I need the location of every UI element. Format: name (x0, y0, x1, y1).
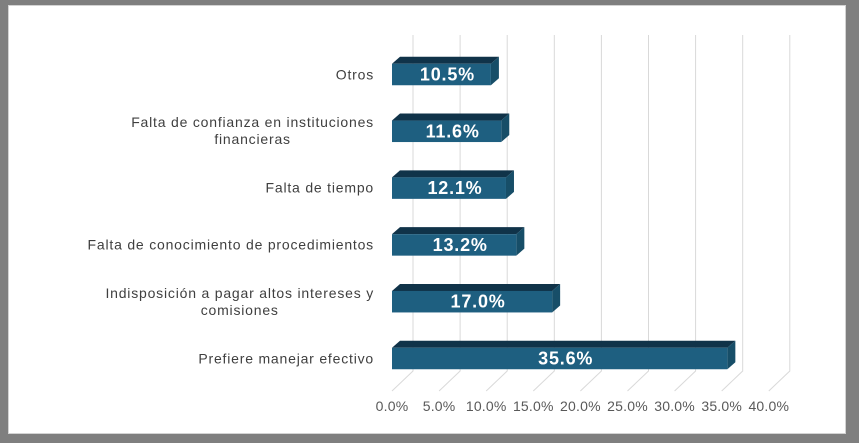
category-label: Otros (335, 66, 374, 82)
gridline (721, 35, 744, 392)
bar-top-face (392, 340, 736, 348)
bar-side-face (505, 170, 514, 199)
bar-front-face (392, 177, 506, 199)
bar-side-face (552, 283, 561, 313)
chart-area: 10.5% 11.6% 12.1% 13.2% 17.0% 35.6% Otros Falt… (8, 5, 846, 434)
gridline (391, 35, 414, 392)
bar-value-label: 12.1% (427, 178, 482, 198)
bar-front-face (392, 120, 502, 143)
bar-front-face (392, 63, 491, 86)
x-axis-tick-label: 15.0% (512, 398, 554, 414)
bar-side-face (727, 340, 736, 370)
bar-top-face (392, 170, 514, 178)
category-label: Falta de tiempo (265, 179, 374, 196)
category-label: Falta de conocimiento de procedimientos (87, 236, 374, 253)
bar-value-label: 35.6% (538, 349, 593, 369)
x-axis-tick-label: 25.0% (607, 398, 648, 414)
gridline (627, 35, 649, 392)
x-axis-tick-label: 10.0% (465, 398, 507, 414)
x-axis-tick-label: 0.0% (375, 398, 409, 414)
bar-front-face (392, 234, 517, 256)
bar-value-label: 17.0% (451, 292, 506, 312)
category-label: Falta de confianza en instituciones fina… (131, 114, 374, 148)
category-label: Prefiere manejar efectivo (198, 350, 374, 366)
bar-side-face (490, 56, 499, 86)
gridline (674, 35, 697, 392)
bar-top-face (392, 113, 510, 121)
x-axis-tick-label: 35.0% (701, 398, 743, 414)
bar-value-label: 11.6% (426, 121, 480, 141)
x-axis-tick-label: 20.0% (560, 398, 601, 414)
gridline (532, 35, 555, 392)
bar-side-face (501, 113, 510, 143)
gridline (438, 35, 461, 392)
x-axis-tick-label: 5.0% (422, 398, 456, 414)
bar-top-face (392, 227, 525, 235)
category-label: Indisposición a pagar altos intereses y … (105, 284, 374, 318)
bar-value-label: 13.2% (433, 235, 488, 255)
gridline (485, 35, 508, 392)
bar-chart-plot: 10.5% 11.6% 12.1% 13.2% 17.0% 35.6% (391, 35, 791, 392)
gridline (580, 35, 602, 392)
x-axis-tick-label: 40.0% (748, 398, 790, 414)
bar-top-face (392, 283, 561, 291)
gridline (768, 35, 791, 392)
bar-top-face (392, 56, 499, 64)
x-axis-tick-label: 30.0% (654, 398, 695, 414)
bar-side-face (516, 227, 525, 256)
bar-value-label: 10.5% (420, 65, 475, 85)
bar-front-face (392, 347, 728, 370)
bar-front-face (392, 290, 553, 313)
